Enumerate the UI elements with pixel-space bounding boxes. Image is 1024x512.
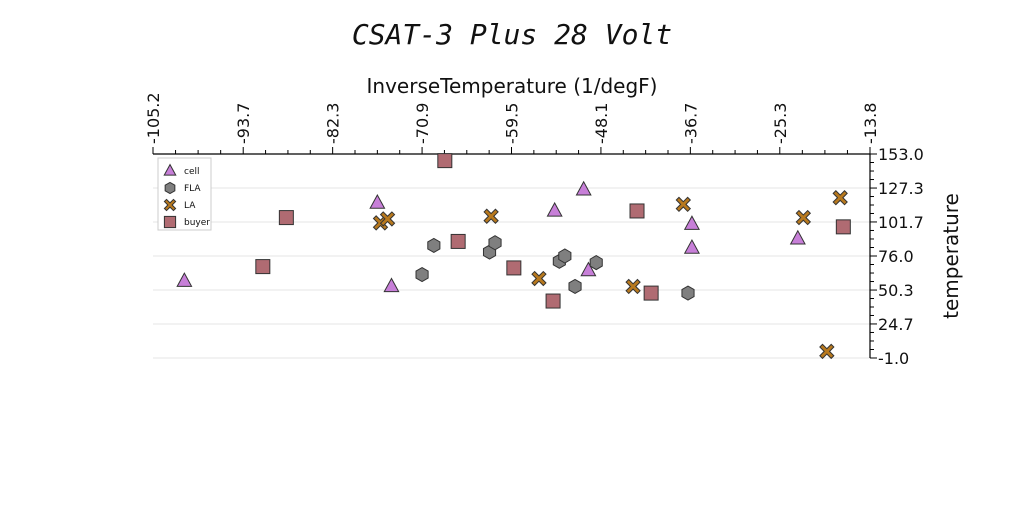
legend-label-buyer: buyer xyxy=(184,218,210,228)
cell-point xyxy=(575,180,592,196)
legend-marker-FLA xyxy=(164,181,176,195)
FLA-point xyxy=(681,285,695,301)
grid-lines xyxy=(153,153,870,359)
buyer-point xyxy=(450,233,466,249)
legend-marker-buyer xyxy=(163,215,177,229)
x-tick-label: -25.3 xyxy=(771,103,790,144)
cell-point xyxy=(683,239,700,254)
y-tick-label: 50.3 xyxy=(878,281,914,300)
cell-point xyxy=(580,261,597,277)
y-axis-label: temperature xyxy=(939,193,963,319)
LA-point xyxy=(795,209,812,226)
buyer-point xyxy=(437,153,453,169)
chart-title: CSAT-3 Plus 28 Volt xyxy=(352,18,672,51)
x-tick-label: -48.1 xyxy=(592,103,611,144)
FLA-point xyxy=(415,266,429,283)
cell-point xyxy=(546,201,563,217)
buyer-point xyxy=(835,219,851,235)
cell-point xyxy=(683,215,700,230)
legend-label-cell: cell xyxy=(184,167,200,177)
FLA-point xyxy=(558,248,572,264)
FLA-point xyxy=(427,237,441,253)
x-tick-label: -105.2 xyxy=(144,92,163,144)
y-tick-label: 76.0 xyxy=(878,247,914,266)
cell-point xyxy=(383,277,400,293)
LA-point xyxy=(675,196,692,213)
legend-label-FLA: FLA xyxy=(184,184,201,194)
legend-marker-cell xyxy=(163,163,177,176)
y-tick-label: 24.7 xyxy=(878,315,914,334)
buyer-point xyxy=(643,285,659,301)
LA-point xyxy=(832,190,848,206)
x-axis-label: InverseTemperature (1/degF) xyxy=(367,74,658,98)
FLA-point xyxy=(568,278,582,295)
x-tick-label: -82.3 xyxy=(324,103,343,144)
buyer-point xyxy=(629,203,645,219)
buyer-point xyxy=(255,259,271,275)
x-tick-label: -93.7 xyxy=(234,103,253,144)
FLA-point xyxy=(589,255,603,271)
LA-point xyxy=(819,343,835,360)
LA-point xyxy=(483,208,499,224)
data-points xyxy=(176,153,851,360)
y-tick-label: 101.7 xyxy=(878,213,924,232)
buyer-point xyxy=(278,210,294,226)
legend-label-LA: LA xyxy=(184,201,196,211)
buyer-point xyxy=(506,260,522,276)
x-tick-label: -13.8 xyxy=(861,103,880,144)
legend-marker-LA xyxy=(163,198,177,212)
FLA-point xyxy=(488,235,502,251)
x-tick-label: -59.5 xyxy=(503,103,522,144)
y-tick-label: -1.0 xyxy=(878,349,909,368)
y-tick-label: 127.3 xyxy=(878,179,924,198)
cell-point xyxy=(176,272,193,287)
cell-point xyxy=(369,193,386,209)
LA-point xyxy=(625,278,641,295)
LA-point xyxy=(531,270,547,287)
buyer-point xyxy=(545,293,561,309)
y-tick-label: 153.0 xyxy=(878,145,924,164)
x-tick-label: -70.9 xyxy=(413,103,432,144)
LA-point xyxy=(379,211,396,227)
cell-point xyxy=(789,229,806,245)
axes: -105.2 -93.7 -82.3 -70.9 -59.5 -48.1 -36.7 -25.… xyxy=(144,92,924,368)
legend: cell FLA LA buyer xyxy=(157,157,212,231)
x-tick-label: -36.7 xyxy=(681,103,700,144)
